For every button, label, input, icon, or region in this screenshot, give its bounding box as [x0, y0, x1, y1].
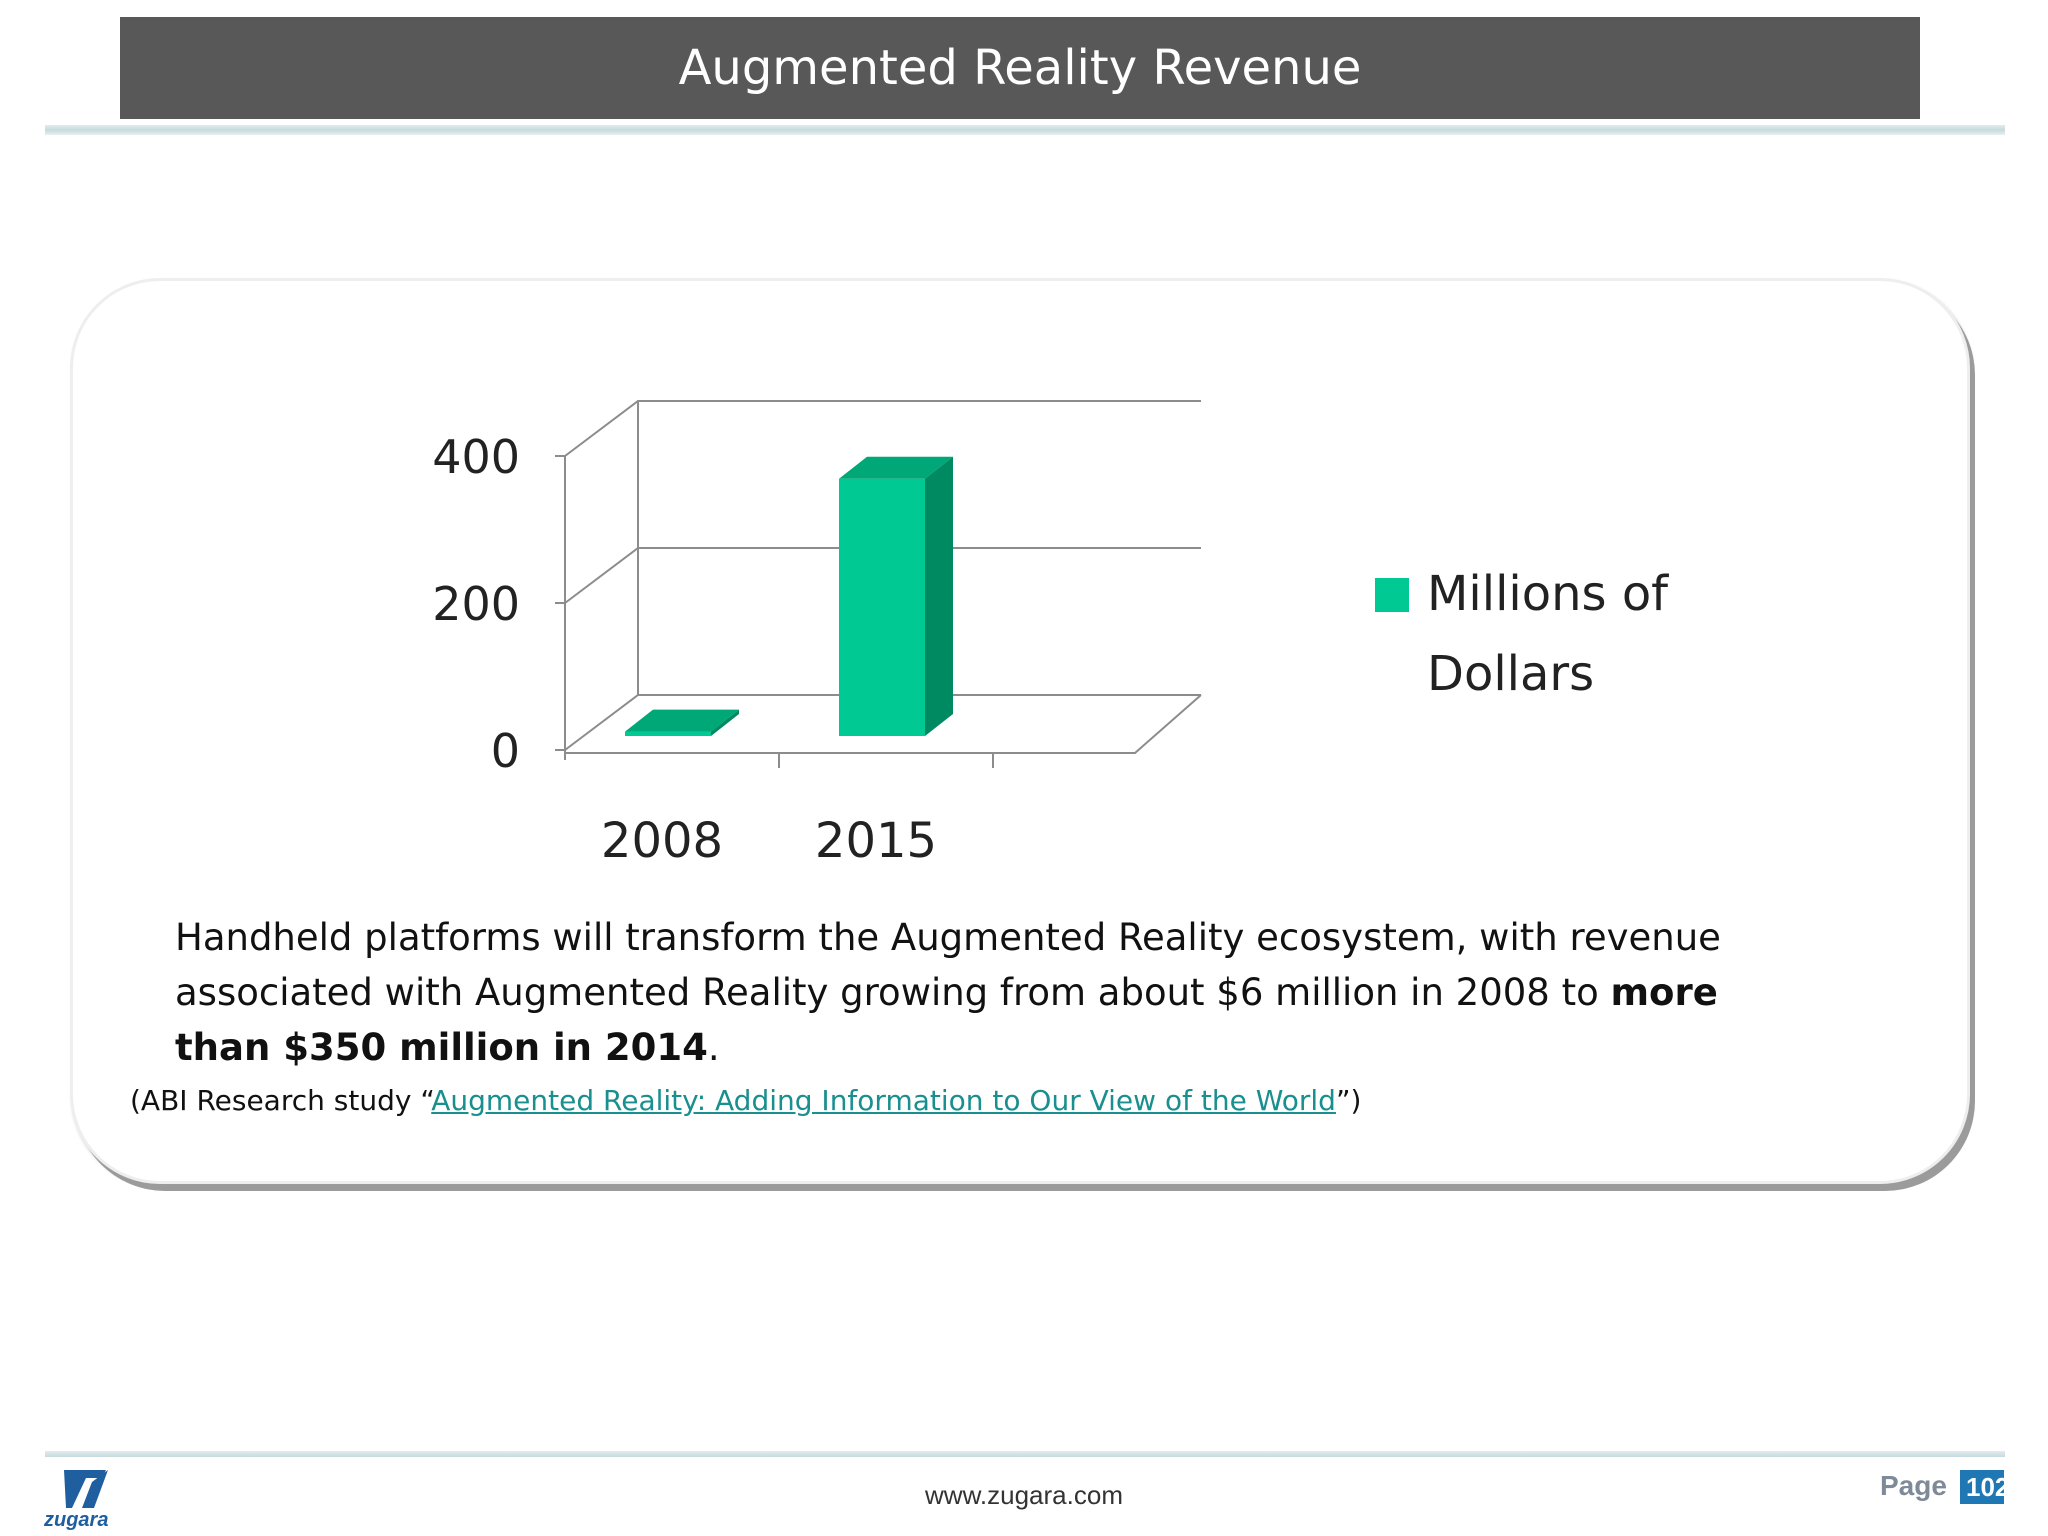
- header-divider: [45, 125, 2005, 135]
- bar-side-2008: [711, 709, 739, 736]
- footer-divider: [45, 1451, 2005, 1457]
- description-part2: .: [707, 1026, 720, 1069]
- footer-url: www.zugara.com: [925, 1480, 1123, 1510]
- y-tick-label-0: 0: [491, 724, 520, 778]
- slide-title: Augmented Reality Revenue: [120, 17, 1920, 119]
- bar-side-2015: [925, 456, 953, 736]
- revenue-chart: 0 200 400 2008 2015 Millions of Dollars: [432, 400, 1669, 869]
- page-number: 102: [1960, 1470, 2004, 1504]
- page-label: Page: [1880, 1470, 1947, 1501]
- bar-front-2008: [625, 731, 711, 736]
- bar-top-2015: [839, 456, 953, 479]
- zugara-logo-text: zugara: [43, 1509, 108, 1531]
- content-card: [70, 278, 1970, 1184]
- zugara-logo-icon: [64, 1470, 108, 1508]
- legend-label-line1: Millions of: [1427, 566, 1669, 622]
- zugara-logo: zugara: [43, 1470, 108, 1531]
- source-prefix: (ABI Research study “: [130, 1084, 432, 1117]
- source-link[interactable]: Augmented Reality: Adding Information to…: [431, 1084, 1336, 1117]
- x-axis-line: [565, 694, 1202, 754]
- legend-label-line2: Dollars: [1427, 646, 1594, 702]
- source-suffix: ”): [1335, 1084, 1362, 1117]
- legend-swatch: [1375, 578, 1409, 612]
- description-text: Handheld platforms will transform the Au…: [175, 910, 1825, 1075]
- description-part1: Handheld platforms will transform the Au…: [175, 916, 1721, 1014]
- gridline-2: [564, 400, 1201, 457]
- y-tick-label-1: 200: [432, 577, 520, 631]
- x-tick-label-1: 2015: [815, 813, 937, 869]
- source-citation: (ABI Research study “Augmented Reality: …: [130, 1084, 1930, 1117]
- bar-top-2008: [625, 709, 739, 732]
- description-bold: more than $350 million in 2014: [175, 971, 1718, 1069]
- y-tick-label-2: 400: [432, 430, 520, 484]
- bar-front-2015: [839, 478, 925, 736]
- x-tick-label-0: 2008: [601, 813, 723, 869]
